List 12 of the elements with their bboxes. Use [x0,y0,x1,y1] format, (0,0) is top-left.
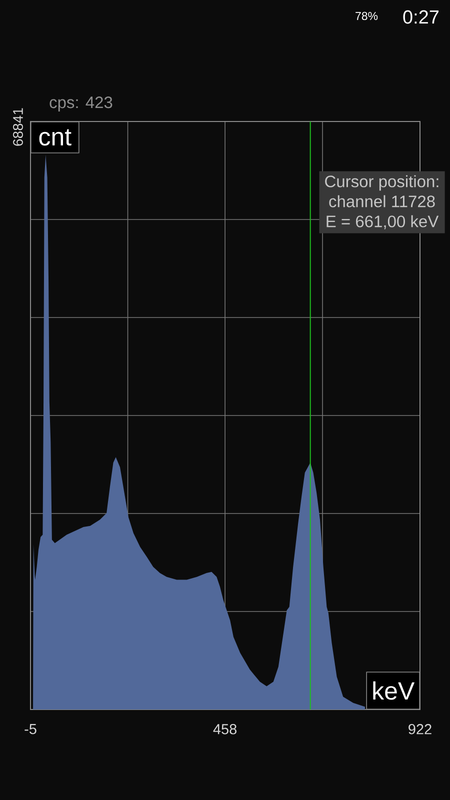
x-axis-title: keV [373,681,415,700]
annotation: channel 11728 [329,195,435,208]
text: cps: 423 [50,96,112,112]
annotation: E = 661,00 keV [326,215,439,230]
x-tick-label: 458 [213,724,236,734]
annotation: Cursor position: [325,175,438,191]
y-axis-title: cnt [39,129,72,146]
x-tick-label: -5 [24,724,36,734]
x-tick-label: 922 [408,724,432,734]
text: 68841 [13,108,23,146]
text: 0:27 [403,10,439,24]
text: 78% [356,12,378,20]
